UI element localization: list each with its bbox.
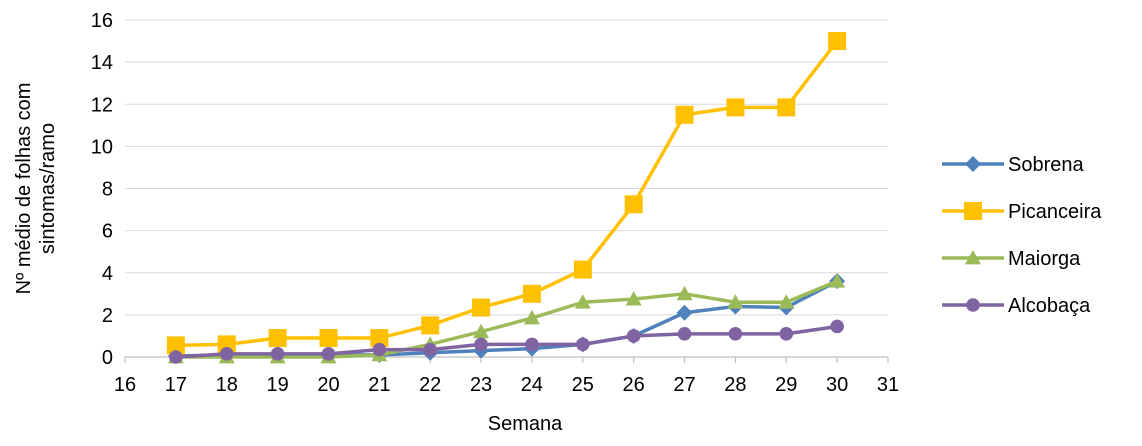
data-point [421,316,440,335]
data-point [321,347,336,361]
series-sobrena [167,273,846,364]
series-line [175,279,838,359]
series-line [175,324,838,359]
x-tick-label: 26 [623,374,645,396]
x-tick-label: 31 [877,374,899,396]
x-tick-labels: 16 17 18 19 20 21 22 23 24 25 26 27 28 29 30 31 [114,374,899,396]
series [166,32,847,364]
data-point [829,273,846,288]
x-tick-label: 29 [775,374,797,396]
data-point [574,294,591,309]
legend: Sobrena Picanceira Maiorga Alcobaça [942,154,1102,317]
data-point [675,105,694,124]
legend-label: Picanceira [1008,201,1102,223]
series-alcobaça [169,319,844,364]
data-point [473,323,490,339]
x-tick-label: 27 [673,374,695,396]
y-tick-label: 4 [102,263,113,285]
y-tick-label: 2 [102,305,113,327]
data-point [169,350,183,364]
y-tick-label: 12 [91,94,113,116]
data-point [576,337,590,352]
x-tick-label: 28 [724,374,746,396]
data-point [965,156,981,172]
data-point [726,98,745,117]
legend-entry: Alcobaça [942,295,1091,317]
data-point [777,98,796,117]
data-point [166,336,185,355]
x-tick-label: 22 [419,374,441,396]
data-point [728,327,743,341]
data-point [625,291,642,306]
data-point [522,284,541,303]
series-picanceira [166,32,847,355]
data-point [573,260,592,279]
legend-entry: Sobrena [942,154,1084,176]
legend-label: Sobrena [1008,154,1084,176]
legend-entry: Picanceira [942,201,1102,223]
data-point [372,342,387,357]
gridlines [125,19,888,316]
x-tick-label: 20 [317,374,339,396]
data-point [965,250,981,265]
data-point [370,329,389,348]
x-tick-label: 24 [521,374,543,396]
data-point [677,327,692,341]
data-point [778,294,795,309]
y-tick-label: 8 [102,179,113,201]
x-tick-label: 19 [266,374,288,396]
data-point [830,319,844,334]
y-tick-label: 14 [91,52,113,74]
y-tick-label: 16 [91,10,113,32]
data-point [525,337,539,352]
data-point [319,329,338,348]
x-tick-label: 30 [826,374,848,396]
data-point [727,294,744,309]
y-axis-title: Nº médio de folhas com sintomas/ramo [13,83,59,295]
data-point [270,347,285,361]
data-point [779,327,794,341]
x-tick-label: 21 [368,374,390,396]
x-tick-label: 23 [470,374,492,396]
x-tick-label: 17 [165,374,187,396]
data-point [676,285,693,301]
data-point [523,310,540,325]
y-axis-title-line: sintomas/ramo [37,123,59,254]
data-point [268,329,287,348]
x-tick-label: 25 [572,374,594,396]
x-tick-label: 16 [114,374,136,396]
data-point [219,347,234,361]
y-tick-labels: 0 2 4 6 8 10 12 14 16 [91,10,113,369]
data-point [964,202,982,220]
data-point [474,337,488,352]
x-axis-title: Semana [488,413,563,435]
data-point [676,304,693,321]
y-tick-label: 0 [102,347,113,369]
y-axis-title-line: Nº médio de folhas com [13,83,35,295]
x-tick-label: 18 [216,374,238,396]
data-point [472,298,491,317]
y-tick-label: 10 [91,136,113,158]
data-point [423,342,438,357]
legend-entry: Maiorga [942,248,1081,270]
data-point [828,32,847,51]
data-point [966,298,980,312]
legend-label: Alcobaça [1008,295,1091,317]
legend-label: Maiorga [1008,248,1081,270]
series-maiorga [167,273,846,364]
data-point [624,195,643,214]
y-tick-label: 6 [102,221,113,243]
data-point [626,329,641,343]
